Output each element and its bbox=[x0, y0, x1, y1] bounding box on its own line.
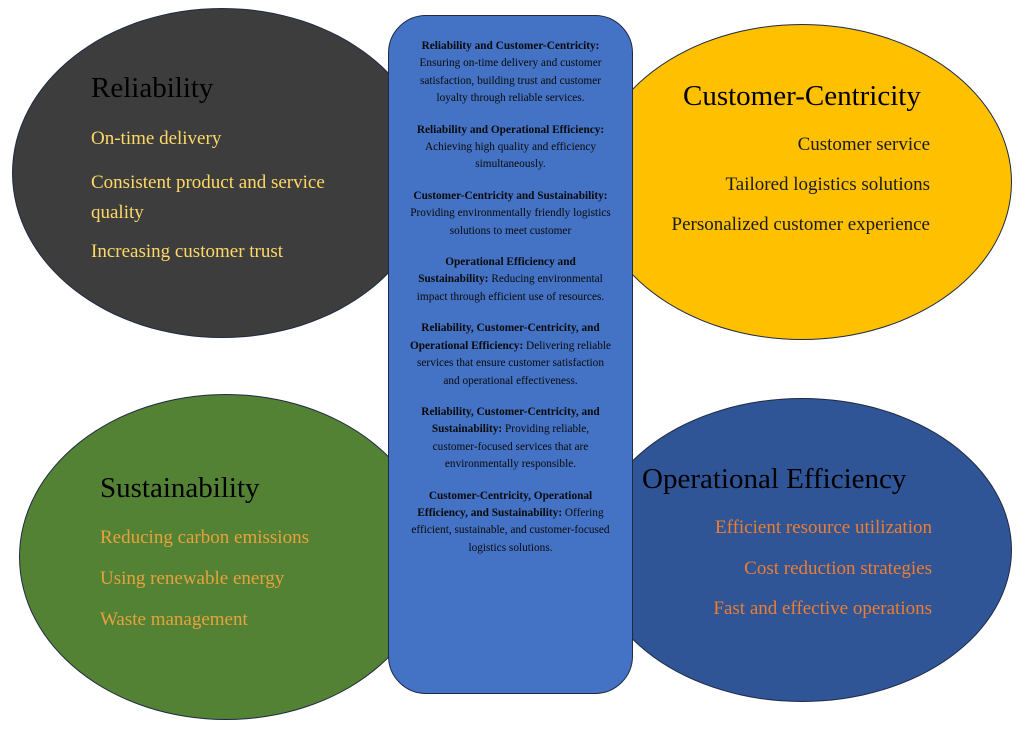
reliability-ellipse bbox=[12, 8, 432, 338]
operational-efficiency-item: Efficient resource utilization bbox=[714, 517, 932, 538]
block-text: Providing environmentally friendly logis… bbox=[410, 207, 611, 237]
block-heading: Reliability and Operational Efficiency: bbox=[416, 123, 605, 136]
block-heading: Customer-Centricity and Sustainability: bbox=[413, 189, 608, 202]
intersection-panel: Reliability and Customer-Centricity: Ens… bbox=[388, 15, 633, 694]
block-text: Offering efficient, sustainable, and cus… bbox=[411, 506, 610, 554]
block-heading: Reliability and Customer-Centricity: bbox=[421, 40, 600, 52]
operational-efficiency-ellipse bbox=[592, 398, 1012, 702]
operational-efficiency-item: Fast and effective operations bbox=[713, 598, 932, 619]
block-heading: Reliability, Customer-Centricity, and Su… bbox=[421, 405, 600, 436]
sustainability-item: Reducing carbon emissions bbox=[100, 527, 309, 548]
intersection-block: Reliability and Customer-Centricity: Ens… bbox=[409, 38, 612, 108]
block-text: Ensuring on-time delivery and customer s… bbox=[419, 57, 602, 105]
customer-centricity-item: Tailored logistics solutions bbox=[725, 174, 931, 195]
reliability-item: Increasing customer trust bbox=[91, 241, 284, 262]
customer-centricity-ellipse bbox=[592, 24, 1012, 340]
customer-centricity-item: Personalized customer experience bbox=[671, 214, 931, 235]
reliability-item: On-time delivery bbox=[91, 128, 222, 149]
intersection-block: Operational Efficiency and Sustainabilit… bbox=[409, 254, 612, 306]
customer-centricity-title: Customer-Centricity bbox=[683, 80, 921, 112]
operational-efficiency-item: Cost reduction strategies bbox=[744, 558, 932, 579]
block-heading: Operational Efficiency and Sustainabilit… bbox=[418, 256, 576, 286]
block-text: Providing reliable, customer-focused ser… bbox=[432, 423, 590, 471]
sustainability-item: Waste management bbox=[100, 609, 248, 630]
reliability-item: Consistent product and service quality bbox=[91, 172, 325, 223]
intersection-block: Customer-Centricity and Sustainability: … bbox=[409, 188, 612, 240]
block-text: Achieving high quality and efficiency si… bbox=[424, 141, 597, 171]
block-heading: Customer-Centricity, Operational Efficie… bbox=[417, 489, 593, 519]
intersection-block: Reliability, Customer-Centricity, and Su… bbox=[409, 404, 612, 474]
block-text: Delivering reliable services that ensure… bbox=[417, 339, 612, 387]
sustainability-title: Sustainability bbox=[100, 472, 260, 504]
reliability-title: Reliability bbox=[91, 72, 214, 104]
sustainability-ellipse bbox=[19, 394, 433, 720]
block-heading: Reliability, Customer-Centricity, and Op… bbox=[409, 322, 600, 352]
intersection-block: Reliability and Operational Efficiency: … bbox=[409, 122, 612, 174]
operational-efficiency-title: Operational Efficiency bbox=[642, 463, 907, 495]
customer-centricity-item: Customer service bbox=[797, 134, 930, 155]
block-text: Reducing environmental impact through ef… bbox=[416, 273, 605, 303]
sustainability-item: Using renewable energy bbox=[100, 568, 285, 589]
intersection-block: Reliability, Customer-Centricity, and Op… bbox=[409, 320, 612, 390]
intersection-block: Customer-Centricity, Operational Efficie… bbox=[409, 488, 612, 558]
